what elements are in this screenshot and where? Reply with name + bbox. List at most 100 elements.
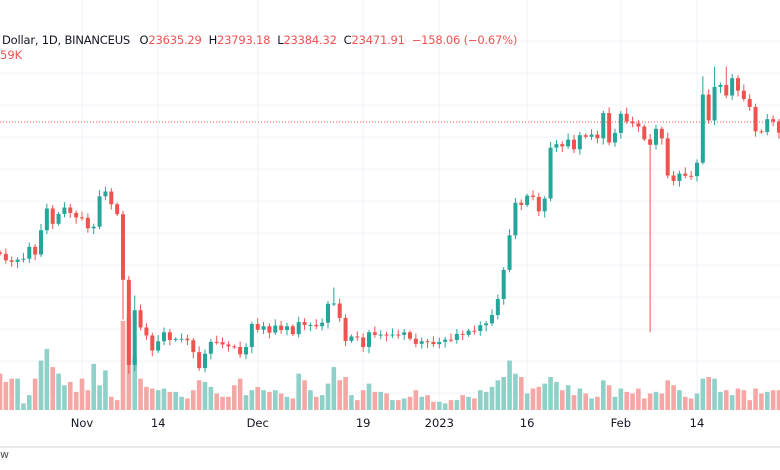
candle-body bbox=[536, 196, 541, 212]
volume-bar bbox=[472, 398, 477, 410]
volume-bar bbox=[91, 363, 97, 410]
volume-bar bbox=[103, 370, 108, 410]
candle-body bbox=[267, 326, 272, 333]
volume-bar bbox=[764, 391, 770, 410]
candle-body bbox=[80, 217, 84, 219]
volume-bar bbox=[466, 396, 471, 410]
close-label: C bbox=[343, 33, 352, 47]
candle-body bbox=[372, 332, 377, 335]
candle-body bbox=[179, 338, 184, 340]
candle-body bbox=[419, 341, 424, 344]
volume-bar bbox=[32, 378, 38, 410]
volume-bar bbox=[114, 400, 120, 410]
candlestick-chart[interactable]: Nov14Dec19202316Feb14M bbox=[0, 0, 780, 446]
candle-body bbox=[161, 332, 166, 342]
volume-bar bbox=[261, 390, 266, 410]
volume-bar bbox=[343, 377, 348, 410]
time-axis[interactable]: Nov14Dec19202316Feb14M bbox=[71, 416, 780, 430]
time-axis-label: 16 bbox=[520, 416, 535, 430]
candle-body bbox=[197, 352, 202, 369]
volume-bar bbox=[378, 391, 384, 410]
candle-body bbox=[296, 322, 301, 335]
volume-bar bbox=[776, 390, 780, 410]
candle-body bbox=[366, 332, 371, 348]
candle-body bbox=[659, 128, 664, 139]
candle-body bbox=[191, 340, 196, 353]
volume-bars bbox=[0, 317, 780, 410]
candle-body bbox=[150, 335, 155, 351]
volume-bar bbox=[770, 390, 776, 410]
volume-bar bbox=[243, 395, 249, 410]
candle-body bbox=[724, 84, 729, 96]
volume-bar bbox=[278, 393, 284, 410]
candle-body bbox=[56, 213, 61, 224]
candle-body bbox=[273, 325, 278, 333]
candle-body bbox=[718, 84, 723, 87]
candle-body bbox=[208, 341, 213, 354]
symbol-title[interactable]: Dollar, 1D, BINANCEUS bbox=[2, 33, 131, 47]
candle-body bbox=[156, 341, 161, 351]
volume-bar bbox=[44, 348, 50, 410]
pane-separator[interactable] bbox=[0, 446, 780, 448]
volume-bar bbox=[735, 388, 741, 410]
candle-body bbox=[21, 258, 26, 260]
candle-body bbox=[530, 195, 535, 197]
volume-bar bbox=[38, 360, 44, 410]
candle-body bbox=[138, 310, 143, 328]
volume-bar bbox=[747, 400, 752, 410]
candle-body bbox=[607, 113, 612, 143]
volume-bar bbox=[419, 396, 425, 410]
candle-body bbox=[677, 173, 682, 181]
open-value: 23635.29 bbox=[148, 33, 202, 47]
volume-bar bbox=[62, 385, 67, 410]
candle-body bbox=[407, 332, 412, 339]
candle-body bbox=[771, 119, 776, 122]
volume-bar bbox=[331, 367, 337, 410]
volume-bar bbox=[185, 398, 190, 410]
volume-bar bbox=[196, 380, 202, 410]
candle-body bbox=[618, 113, 623, 133]
candle-body bbox=[437, 341, 442, 345]
volume-bar bbox=[372, 391, 378, 410]
candle-body bbox=[612, 132, 617, 143]
candle-body bbox=[243, 347, 248, 355]
candle-body bbox=[472, 330, 477, 332]
volume-bar bbox=[442, 403, 448, 410]
candle-body bbox=[44, 208, 49, 231]
candle-body bbox=[85, 217, 90, 229]
candle-body bbox=[361, 337, 366, 348]
volume-bar bbox=[313, 396, 319, 410]
candle-body bbox=[255, 323, 260, 330]
candle-body bbox=[284, 326, 289, 331]
candle-body bbox=[232, 346, 237, 348]
candle-body bbox=[279, 325, 284, 331]
volume-bar bbox=[149, 388, 155, 410]
candle-body bbox=[120, 214, 125, 280]
time-axis-label: Feb bbox=[611, 416, 631, 430]
candle-body bbox=[15, 259, 20, 262]
volume-bar bbox=[653, 391, 659, 410]
candle-body bbox=[636, 123, 641, 127]
candle-body bbox=[665, 138, 670, 176]
volume-bar bbox=[325, 383, 331, 410]
candle-body bbox=[460, 333, 465, 335]
volume-bar bbox=[290, 398, 296, 410]
volume-bar bbox=[483, 391, 489, 410]
volume-bar bbox=[694, 393, 700, 410]
volume-bar bbox=[624, 391, 630, 410]
high-label: H bbox=[208, 33, 218, 47]
candle-body bbox=[595, 134, 600, 139]
candle-body bbox=[238, 347, 243, 355]
candle-body bbox=[689, 175, 694, 177]
candle-body bbox=[712, 86, 717, 121]
candle-body bbox=[507, 235, 512, 270]
candle-body bbox=[747, 99, 752, 108]
candle-body bbox=[337, 303, 342, 318]
volume-bar bbox=[571, 395, 577, 410]
candle-body bbox=[653, 128, 658, 145]
candle-body bbox=[202, 353, 207, 369]
candle-body bbox=[642, 126, 647, 140]
volume-bar bbox=[9, 378, 15, 410]
candle-body bbox=[126, 279, 131, 365]
volume-bar bbox=[436, 401, 442, 410]
